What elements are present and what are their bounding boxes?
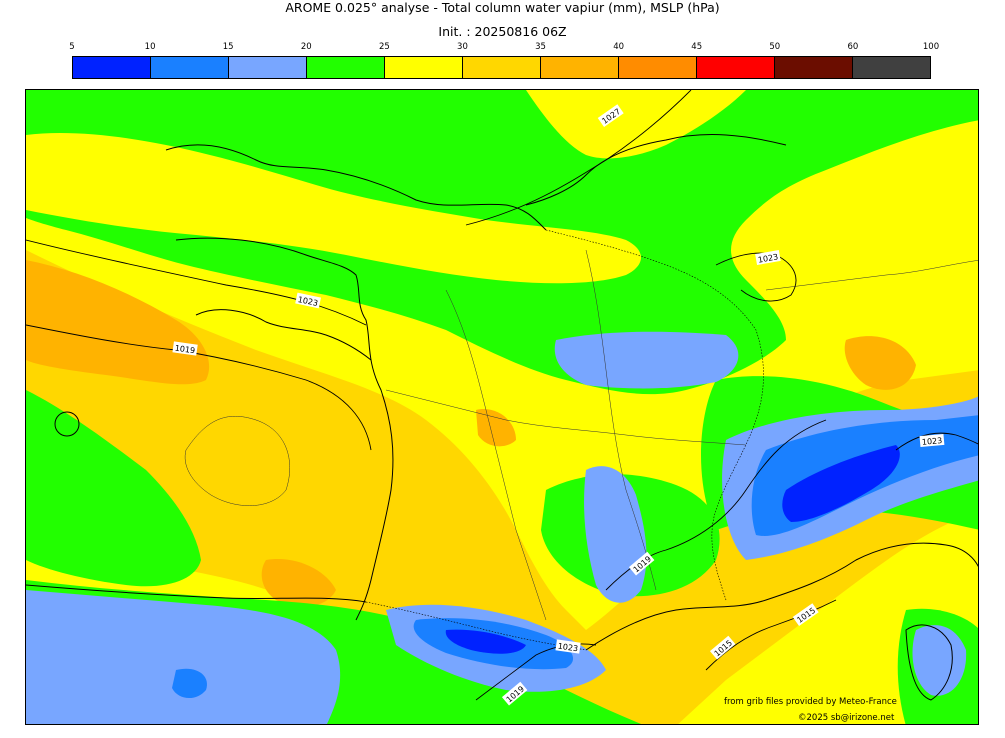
svg-text:1015: 1015 xyxy=(795,606,817,625)
coastline xyxy=(195,309,372,361)
colorbar-segment xyxy=(384,57,462,78)
isobar-line xyxy=(465,90,692,226)
isobar-label: 1027 xyxy=(597,104,624,127)
field-35-40 xyxy=(261,559,336,607)
colorbar-segment xyxy=(852,57,930,78)
field-15-20 xyxy=(912,625,967,696)
isobar-line xyxy=(895,432,978,451)
isobar-line xyxy=(26,324,372,451)
init-time: Init. : 20250816 06Z xyxy=(438,24,567,39)
colorbar-tick-label: 15 xyxy=(222,42,234,52)
region-border xyxy=(385,389,747,446)
region-border xyxy=(184,416,290,506)
colorbar-segment xyxy=(618,57,696,78)
colorbar-segment xyxy=(540,57,618,78)
isobar-label: 1019 xyxy=(628,551,655,576)
colorbar-segment xyxy=(306,57,384,78)
coastline xyxy=(585,542,978,651)
colorbar-segment xyxy=(150,57,228,78)
copyright-credit: ©2025 sb@irizone.net xyxy=(798,713,895,723)
colorbar-segment xyxy=(774,57,852,78)
isobar-label: 1023 xyxy=(295,292,321,309)
field-35-40 xyxy=(476,409,516,447)
colorbar-tick-label: 20 xyxy=(300,42,312,52)
colorbar-tick-label: 25 xyxy=(378,42,390,52)
isobar-line xyxy=(715,252,797,302)
coastline xyxy=(26,584,367,603)
map-panel: 1027 1023 1023 1019 1023 1019 1015 1023 xyxy=(25,89,979,725)
colorbar-tick-label: 60 xyxy=(847,42,859,52)
svg-text:1019: 1019 xyxy=(174,344,195,356)
field-25-30 xyxy=(26,133,641,284)
colorbar-tick-label: 45 xyxy=(691,42,703,52)
field-15-20 xyxy=(26,590,341,724)
isobar-line xyxy=(26,239,367,326)
field-35-40 xyxy=(26,260,210,385)
isobar-label: 1019 xyxy=(501,681,528,706)
coastline xyxy=(165,144,547,231)
svg-text:1027: 1027 xyxy=(600,107,622,126)
colorbar-tick-label: 100 xyxy=(922,42,940,52)
colorbar-tick-label: 30 xyxy=(457,42,468,52)
field-10-15 xyxy=(172,668,207,699)
coastline xyxy=(525,134,787,206)
svg-text:1023: 1023 xyxy=(297,295,319,308)
colorbar xyxy=(72,56,931,79)
isobar-label: 1023 xyxy=(555,639,581,654)
coastline xyxy=(905,624,953,701)
colorbar-tick-label: 40 xyxy=(613,42,625,52)
lake-outline xyxy=(54,411,80,437)
colorbar-segment xyxy=(228,57,306,78)
isobar-label: 1023 xyxy=(919,433,945,448)
region-border xyxy=(765,260,978,291)
svg-text:1023: 1023 xyxy=(757,252,779,264)
colorbar-tick-label: 5 xyxy=(69,42,75,52)
isobar-label: 1015 xyxy=(792,603,819,626)
field-25-30 xyxy=(526,90,746,159)
colorbar-segment xyxy=(462,57,540,78)
field-15-20 xyxy=(554,331,739,389)
country-border xyxy=(365,601,587,651)
map-title: AROME 0.025° analyse - Total column wate… xyxy=(285,0,720,15)
colorbar-tick-label: 35 xyxy=(535,42,546,52)
isobar-label: 1023 xyxy=(755,250,781,266)
geography-lines: 1027 1023 1023 1019 1023 1019 1015 1023 xyxy=(26,90,978,706)
field-5-10 xyxy=(445,629,526,654)
country-border xyxy=(545,229,764,601)
region-border xyxy=(585,249,657,591)
colorbar-segment xyxy=(73,57,150,78)
field-35-40 xyxy=(844,336,916,390)
isobar-label: 1019 xyxy=(172,341,198,356)
field-20-25 xyxy=(26,390,201,587)
svg-text:1023: 1023 xyxy=(557,642,578,654)
colorbar-tick-label: 50 xyxy=(769,42,781,52)
colorbar-tick-label: 10 xyxy=(144,42,156,52)
coastline xyxy=(175,237,394,621)
source-credit: from grib files provided by Meteo-France xyxy=(724,697,897,707)
region-border xyxy=(445,289,547,621)
svg-text:1023: 1023 xyxy=(922,436,943,447)
colorbar-segment xyxy=(696,57,774,78)
field-5-10 xyxy=(782,445,900,522)
